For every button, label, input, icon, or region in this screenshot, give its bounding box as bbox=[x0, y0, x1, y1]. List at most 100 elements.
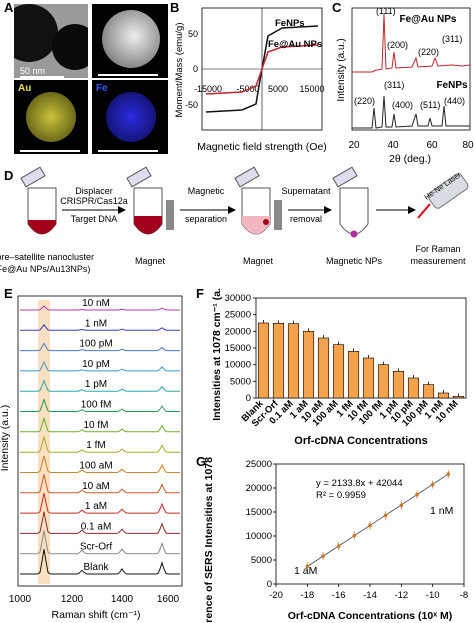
tube1-sublabel: (Fe@Au NPs/Au13NPs) bbox=[0, 264, 90, 274]
feau-curve bbox=[205, 44, 319, 95]
step1b: CRISPR/Cas12a bbox=[60, 196, 128, 206]
spectrum-line bbox=[20, 379, 180, 392]
xlabel: 2θ (deg.) bbox=[389, 153, 431, 165]
step2b: separation bbox=[185, 214, 227, 224]
ytick-label: 5000 bbox=[230, 376, 251, 387]
panel-label-f: F bbox=[196, 286, 204, 301]
xtick-1400: 1400 bbox=[111, 594, 134, 605]
tem-image: 50 nm bbox=[14, 4, 88, 78]
fit-equation: y = 2133.8x + 42044 bbox=[316, 478, 403, 489]
spectrum-label: 10 fM bbox=[83, 420, 108, 431]
data-point bbox=[368, 523, 372, 528]
peak-b220: (220) bbox=[354, 96, 375, 106]
spectrum-line bbox=[20, 455, 180, 473]
bar bbox=[257, 322, 270, 399]
panel-label-a: A bbox=[4, 0, 14, 15]
spectrum-label: 0.1 aM bbox=[81, 521, 112, 532]
scale-bar bbox=[98, 74, 158, 76]
fe-label: Fe bbox=[96, 83, 108, 94]
panel-label-g: G bbox=[196, 454, 207, 469]
bar bbox=[392, 371, 405, 399]
tube4-label: Magnetic NPs bbox=[326, 256, 383, 266]
xtick-label: -8 bbox=[460, 590, 468, 601]
spectrum-line bbox=[20, 342, 180, 352]
label-1nm: 1 nM bbox=[430, 505, 453, 517]
xtick-label: -12 bbox=[394, 590, 408, 601]
bar bbox=[272, 323, 285, 399]
ytick-0: 0 bbox=[193, 64, 198, 74]
spectrum-label: 10 aM bbox=[82, 481, 110, 492]
ytick-50: 50 bbox=[188, 29, 198, 39]
ytick-label: 25000 bbox=[225, 310, 251, 321]
tube-1 bbox=[20, 166, 57, 235]
step3b: removal bbox=[290, 214, 322, 224]
step1c: Target DNA bbox=[71, 214, 118, 224]
spectrum-line bbox=[20, 474, 180, 494]
spectrum-line bbox=[20, 416, 180, 433]
workflow-diagram: Core–satellite nanocluster (Fe@Au NPs/Au… bbox=[0, 166, 469, 274]
bar bbox=[317, 337, 330, 399]
spectrum-label: 10 pM bbox=[82, 359, 110, 370]
xlabel-g: Orf-cDNA Concentrations (10ˣ M) bbox=[288, 610, 452, 622]
data-point bbox=[399, 503, 404, 508]
legend-feau: Fe@Au NPs bbox=[268, 39, 322, 50]
tube-3 bbox=[234, 166, 282, 235]
spectrum-line bbox=[20, 530, 180, 555]
bar bbox=[287, 323, 300, 399]
xtick-3: 5000 bbox=[268, 84, 288, 94]
xtick-label: -20 bbox=[269, 590, 283, 601]
step2a: Magnetic bbox=[188, 186, 225, 196]
xtick-1000: 1000 bbox=[9, 594, 32, 605]
bar bbox=[362, 357, 375, 399]
panel-label-d: D bbox=[4, 168, 14, 183]
ytick-label: 15000 bbox=[225, 343, 251, 354]
xtick-1: -15000 bbox=[194, 84, 222, 94]
panel-label-c: C bbox=[332, 0, 342, 15]
ytick-label: 20000 bbox=[246, 483, 272, 494]
panel-label-b: B bbox=[170, 0, 180, 15]
bar bbox=[407, 377, 420, 399]
peak-111: (111) bbox=[376, 6, 396, 16]
bar bbox=[347, 351, 360, 399]
magnet1-label: Magnet bbox=[135, 256, 166, 266]
spectrum-line bbox=[20, 360, 180, 372]
bar bbox=[377, 364, 390, 399]
ylabel-f: Intensities at 1078 cm⁻¹ (a.u.) bbox=[211, 288, 223, 421]
spectrum-label: 100 aM bbox=[79, 461, 112, 472]
haadf-image bbox=[92, 4, 168, 78]
data-point bbox=[446, 472, 451, 476]
ylabel: Intensity (a.u.) bbox=[0, 405, 11, 472]
ytick-label: 0 bbox=[267, 579, 272, 590]
step3a: Supernatant bbox=[281, 186, 331, 196]
spectrum-label: 1 fM bbox=[86, 440, 105, 451]
peak-b440: (440) bbox=[444, 96, 465, 106]
ytick-label: 5000 bbox=[251, 555, 272, 566]
xlabel: Magnetic field strength (Oe) bbox=[197, 141, 327, 153]
label-1am: 1 aM bbox=[294, 565, 317, 577]
au-label: Au bbox=[18, 83, 32, 94]
xtick-40: 40 bbox=[387, 140, 399, 151]
data-point bbox=[321, 554, 325, 558]
xtick-4: 15000 bbox=[299, 84, 324, 94]
spectrum-line bbox=[20, 511, 180, 534]
peak-b311: (311) bbox=[384, 80, 404, 90]
spectrum-label: 1 pM bbox=[85, 379, 107, 390]
label-fenps: FeNPs bbox=[436, 80, 468, 91]
data-point bbox=[352, 533, 357, 538]
ylabel: Intensity (a.u.) bbox=[336, 38, 347, 101]
magnet2-label: Magnet bbox=[243, 256, 274, 266]
scale-bar bbox=[98, 150, 158, 152]
spectrum-line bbox=[20, 492, 180, 514]
data-point bbox=[383, 513, 388, 518]
spectrum-label: Scr-Orf bbox=[80, 542, 112, 553]
data-point bbox=[430, 482, 435, 487]
ytick-neg50: -50 bbox=[185, 100, 198, 110]
xtick-label: -18 bbox=[300, 590, 314, 601]
xtick-1600: 1600 bbox=[157, 594, 180, 605]
bar bbox=[332, 344, 345, 399]
data-point bbox=[305, 564, 310, 569]
fit-line bbox=[307, 473, 449, 567]
highlight-1078 bbox=[38, 300, 50, 584]
data-point bbox=[336, 544, 341, 548]
ylabel: Moment/Mass (emu/g) bbox=[174, 22, 185, 117]
